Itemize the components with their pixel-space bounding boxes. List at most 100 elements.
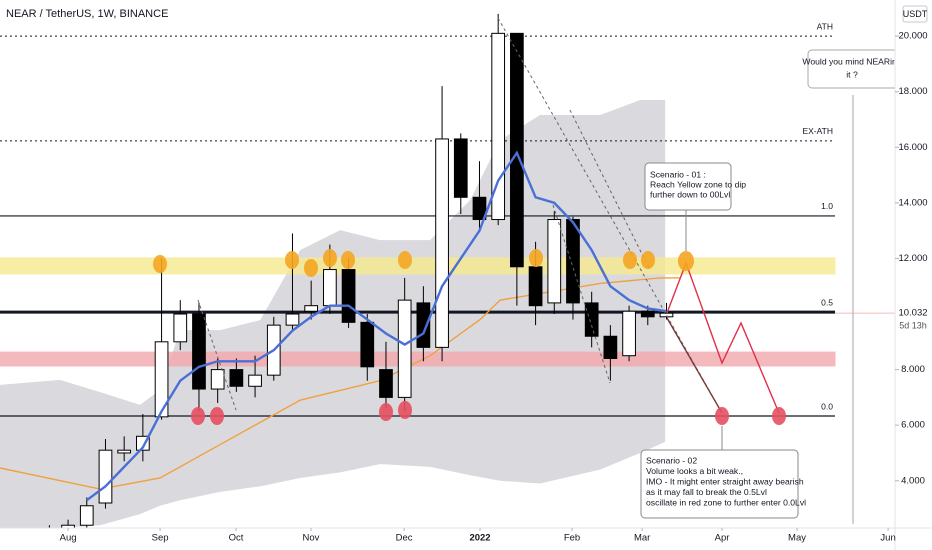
x-tick-label: Dec [396,533,413,544]
marker [529,249,543,267]
y-tick-label: 8.000 [901,364,925,375]
note-layer: Scenario - 01 :Reach Yellow zone to dipf… [646,56,901,507]
x-tick-label: Feb [564,533,580,544]
candle-body [603,335,618,359]
countdown-label: 5d 13h [899,321,927,331]
callout-box [640,449,799,519]
x-tick-label: May [788,533,806,544]
ma-line [86,150,667,502]
drawings [153,17,895,524]
y-tick-label: 20.000 [898,31,927,42]
candle-body [210,369,225,390]
x-tick-label: Oct [229,533,244,544]
candle-body [528,266,543,307]
axis-layer: 4.000 6.000 8.000 12.000 14.000 16.000 18.000 2… [60,31,928,544]
last-price-label: 10.032 [898,308,927,319]
candle-body [79,505,94,526]
marker [379,403,393,421]
candle-body [584,302,599,337]
x-tick-label: Mar [634,533,650,544]
candle-body [510,32,524,268]
marker [341,251,355,269]
projection-path [666,317,723,414]
marker [641,251,655,269]
marker [715,407,729,425]
candle-body [173,313,188,343]
marker-group [153,249,694,277]
marker [285,251,299,269]
marker [398,401,412,419]
marker [772,407,786,425]
candle-body [98,449,113,504]
candle-body [472,196,487,221]
candle-body [397,299,412,398]
level-label: 0.0 [821,401,833,411]
price-axis [895,0,932,550]
y-tick-label: 4.000 [901,475,925,486]
level-label: EX-ATH [802,126,833,136]
ma-line [0,277,681,490]
plot-area: ATH EX-ATH 1.0 0.5 0.0 [0,13,901,528]
marker [623,251,637,269]
y-tick-label: 6.000 [901,420,925,431]
candle-body [566,219,580,304]
x-tick-label: Sep [152,533,169,544]
projection-path [666,260,780,414]
marker [323,249,337,267]
candle-body [659,312,674,318]
x-tick-label: Apr [715,533,730,544]
level-label: 1.0 [821,201,833,211]
annotation-text: Scenario - 02 [646,455,697,465]
marker [210,407,224,425]
annotation-text: Scenario - 01 : [650,169,706,179]
y-tick-label: 14.000 [898,197,927,208]
candle-body [154,341,169,418]
y-tick-label: 12.000 [898,253,927,264]
candle-body [323,269,337,307]
candle-body [622,310,636,357]
annotation-text: further down to 00Lvl [650,189,730,199]
annotation-text: Reach Yellow zone to dip [650,179,746,189]
candle-body [229,369,244,387]
candle-body [248,374,262,387]
annotation-text: as it may fall to break the 0.5Lvl [646,487,767,497]
candle-body [285,313,300,326]
candle-body [435,138,449,348]
candle-body [379,369,393,398]
level-label: 0.5 [821,297,833,307]
marker [153,255,167,273]
candle-body [117,449,132,454]
marker [191,407,205,425]
annotation-text: it ? [846,69,858,79]
marker-group [191,401,786,425]
level-label: ATH [817,21,833,31]
annotation-text: Volume looks a bit weak., [646,466,743,476]
candle-body [192,313,206,390]
candle-body [61,524,75,528]
candle-body [491,32,506,221]
candle-body [304,305,319,312]
trend-dashed [197,299,237,411]
x-tick-label: Nov [303,533,320,544]
candle-body [547,219,562,304]
chart-title: NEAR / TetherUS, 1W, BINANCE [6,8,168,20]
callout-box [644,162,732,211]
x-tick-label: Jun [880,533,895,544]
y-tick-label: 18.000 [898,86,927,97]
annotation-text: IMO - It might enter straight away beari… [646,476,804,486]
candle-body [453,138,468,198]
candle-body [640,310,655,318]
marker [304,259,318,277]
marker [678,251,694,271]
x-tick-label: 2022 [469,533,490,544]
zone [0,257,836,275]
annotation-text: oscillate in red zone to further enter 0… [646,497,806,507]
trend-dashed [552,204,611,384]
annotation-text: Would you mind NEARing [802,56,901,66]
candle-body [341,269,356,323]
currency: USDT [903,9,928,19]
zone [0,351,836,367]
ma-layer-front [86,150,667,502]
marker [398,251,412,269]
